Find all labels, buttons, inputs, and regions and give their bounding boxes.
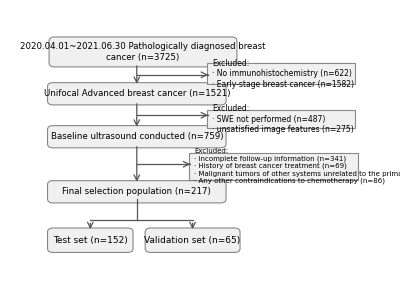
Text: 2020.04.01~2021.06.30 Pathologically diagnosed breast
cancer (n=3725): 2020.04.01~2021.06.30 Pathologically dia… xyxy=(20,42,266,62)
FancyBboxPatch shape xyxy=(49,37,237,67)
FancyBboxPatch shape xyxy=(206,110,355,128)
Text: Excluded:
· No immunohistochemistry (n=622)
· Early-stage breast cancer (n=1582): Excluded: · No immunohistochemistry (n=6… xyxy=(212,59,354,89)
FancyBboxPatch shape xyxy=(189,153,358,180)
FancyBboxPatch shape xyxy=(48,228,133,253)
Text: Baseline ultrasound conducted (n=759): Baseline ultrasound conducted (n=759) xyxy=(50,132,223,141)
FancyBboxPatch shape xyxy=(48,126,226,148)
FancyBboxPatch shape xyxy=(145,228,240,253)
FancyBboxPatch shape xyxy=(206,63,355,84)
FancyBboxPatch shape xyxy=(48,83,226,105)
Text: Test set (n=152): Test set (n=152) xyxy=(53,236,128,245)
Text: Validation set (n=65): Validation set (n=65) xyxy=(144,236,241,245)
Text: Excluded:
· SWE not performed (n=487)
· unsatisfied image features (n=275): Excluded: · SWE not performed (n=487) · … xyxy=(212,104,354,134)
FancyBboxPatch shape xyxy=(48,181,226,203)
Text: Unifocal Advanced breast cancer (n=1521): Unifocal Advanced breast cancer (n=1521) xyxy=(44,89,230,98)
Text: Excluded:
· Incomplete follow-up information (n=341)
· History of breast cancer : Excluded: · Incomplete follow-up informa… xyxy=(194,148,400,184)
Text: Final selection population (n=217): Final selection population (n=217) xyxy=(62,187,211,196)
